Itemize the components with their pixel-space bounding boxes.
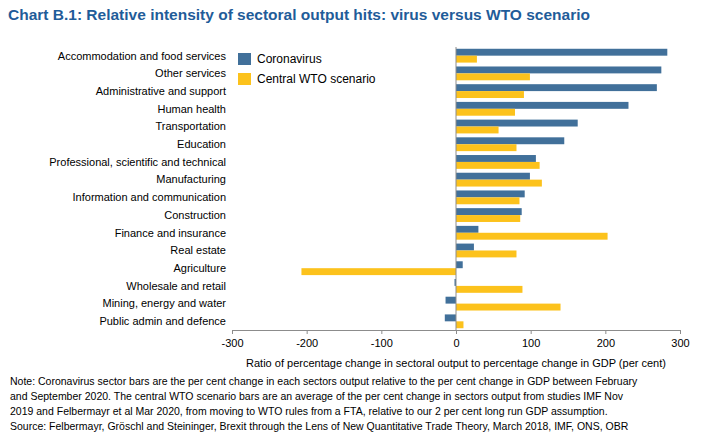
bar — [456, 261, 463, 268]
category-label: Education — [177, 138, 226, 150]
bar — [456, 321, 463, 328]
tick-label: 200 — [597, 337, 615, 349]
tick-label: 300 — [671, 337, 689, 349]
title: Chart B.1: Relative intensity of sectora… — [8, 6, 590, 23]
bar — [456, 162, 540, 169]
zero-line — [456, 47, 457, 330]
bar — [456, 250, 516, 257]
series — [301, 56, 607, 329]
bars — [301, 49, 667, 328]
bar — [456, 226, 478, 233]
bar — [456, 84, 657, 91]
bar — [456, 109, 515, 116]
tick-mark — [605, 330, 606, 334]
category-labels: Accommodation and food services Other ser… — [49, 50, 226, 328]
note: Source: Felbermayr, Gröschl and Steining… — [10, 420, 629, 432]
bar — [456, 190, 525, 197]
category-label: Construction — [164, 209, 226, 221]
category-label: Professional, scientific and technical — [49, 156, 226, 168]
tick-mark — [381, 330, 382, 334]
category-label: Administrative and support — [96, 85, 226, 97]
bar — [456, 120, 578, 127]
bar — [456, 215, 520, 222]
legend: Coronavirus Central WTO scenario — [238, 52, 376, 86]
tick: 300 — [671, 330, 689, 349]
legend-label: Coronavirus — [257, 52, 322, 66]
bar — [456, 180, 542, 187]
bar — [456, 233, 608, 240]
legend-label: Central WTO scenario — [257, 72, 376, 86]
note: Note: Coronavirus sector bars are the pe… — [10, 375, 638, 387]
category-label: Wholesale and retail — [126, 280, 226, 292]
category-label: Manufacturing — [156, 173, 226, 185]
category-label: Human health — [158, 103, 227, 115]
tick-label: 0 — [453, 337, 459, 349]
bar — [456, 102, 628, 109]
note: 2019 and Felbermayr et al Mar 2020, from… — [10, 405, 608, 417]
tick-mark — [456, 330, 457, 334]
series — [445, 49, 668, 322]
category-label: Information and communication — [73, 191, 226, 203]
bar — [456, 56, 477, 63]
category-label: Accommodation and food services — [58, 50, 227, 62]
category-label: Other services — [155, 67, 226, 79]
tick-label: 100 — [522, 337, 540, 349]
bar — [456, 304, 561, 311]
bar — [446, 297, 456, 304]
tick: 0 — [453, 330, 459, 349]
tick-mark — [307, 330, 308, 334]
legend-swatch — [238, 53, 251, 65]
notes: Note: Coronavirus sector bars are the pe… — [10, 375, 638, 432]
tick-label: -100 — [371, 337, 393, 349]
x-axis: -300 -200 -100 0 100 200 300 — [221, 330, 689, 349]
bar — [456, 244, 474, 251]
tick: -300 — [221, 330, 243, 349]
bar — [456, 66, 661, 73]
tick-mark — [680, 330, 681, 334]
category-label: Public admin and defence — [99, 315, 226, 327]
tick: 100 — [522, 330, 540, 349]
tick: -100 — [371, 330, 393, 349]
tick-label: -200 — [296, 337, 318, 349]
bar — [301, 268, 456, 275]
tick: -200 — [296, 330, 318, 349]
x-axis-title: Ratio of percentage change in sectoral o… — [246, 357, 666, 369]
bar — [456, 127, 499, 134]
legend-swatch — [238, 73, 251, 85]
category-label: Real estate — [170, 244, 226, 256]
bar — [456, 208, 522, 215]
bar — [456, 286, 522, 293]
bar — [456, 73, 530, 80]
tick-mark — [232, 330, 233, 334]
note: and September 2020. The central WTO scen… — [10, 390, 624, 402]
bar — [445, 314, 456, 321]
bar — [456, 173, 530, 180]
bar — [456, 197, 519, 204]
bar — [456, 144, 516, 151]
category-label: Transportation — [155, 120, 226, 132]
tick-mark — [531, 330, 532, 334]
category-label: Finance and insurance — [115, 227, 226, 239]
category-label: Mining, energy and water — [102, 297, 226, 309]
tick: 200 — [597, 330, 615, 349]
bar — [456, 137, 564, 144]
tick-label: -300 — [221, 337, 243, 349]
bar — [456, 91, 524, 98]
bar — [456, 49, 667, 56]
bar — [456, 155, 536, 162]
category-label: Agriculture — [173, 262, 226, 274]
chart: Chart B.1: Relative intensity of sectora… — [0, 0, 720, 448]
